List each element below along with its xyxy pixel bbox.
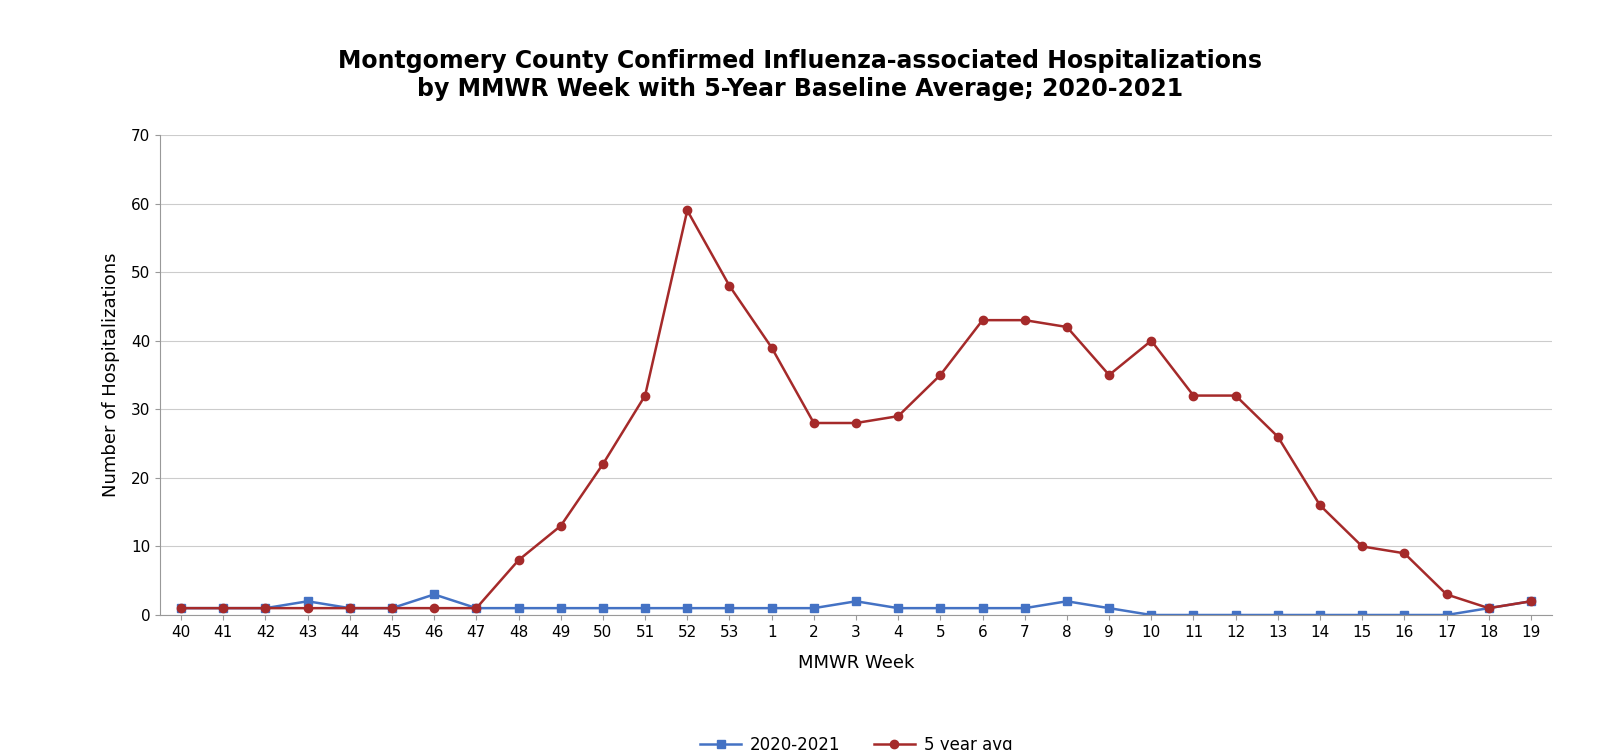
5 year avg	[1099, 370, 1118, 380]
2020-2021	[382, 604, 402, 613]
5 year avg	[594, 460, 613, 469]
2020-2021	[805, 604, 824, 613]
5 year avg	[1014, 316, 1034, 325]
2020-2021	[1142, 610, 1162, 620]
5 year avg	[846, 419, 866, 428]
5 year avg	[1522, 597, 1541, 606]
2020-2021	[1184, 610, 1203, 620]
5 year avg	[1142, 336, 1162, 345]
5 year avg	[171, 604, 190, 613]
X-axis label: MMWR Week: MMWR Week	[798, 653, 914, 671]
2020-2021	[1352, 610, 1371, 620]
5 year avg	[1478, 604, 1498, 613]
5 year avg	[635, 391, 654, 400]
2020-2021	[1522, 597, 1541, 606]
5 year avg	[1395, 549, 1414, 558]
5 year avg	[341, 604, 360, 613]
5 year avg	[678, 206, 698, 215]
Y-axis label: Number of Hospitalizations: Number of Hospitalizations	[102, 253, 120, 497]
2020-2021	[635, 604, 654, 613]
5 year avg	[1058, 322, 1077, 332]
2020-2021	[1395, 610, 1414, 620]
2020-2021	[1058, 597, 1077, 606]
5 year avg	[762, 343, 781, 352]
5 year avg	[256, 604, 275, 613]
2020-2021	[256, 604, 275, 613]
2020-2021	[973, 604, 992, 613]
2020-2021	[424, 590, 443, 599]
2020-2021	[1014, 604, 1034, 613]
2020-2021	[846, 597, 866, 606]
5 year avg	[1352, 542, 1371, 551]
2020-2021	[298, 597, 317, 606]
5 year avg	[509, 556, 528, 565]
2020-2021	[594, 604, 613, 613]
2020-2021	[1269, 610, 1288, 620]
Text: Montgomery County Confirmed Influenza-associated Hospitalizations
by MMWR Week w: Montgomery County Confirmed Influenza-as…	[338, 49, 1262, 101]
2020-2021	[1310, 610, 1330, 620]
2020-2021	[931, 604, 950, 613]
5 year avg	[382, 604, 402, 613]
2020-2021	[1478, 604, 1498, 613]
2020-2021	[467, 604, 486, 613]
2020-2021	[762, 604, 781, 613]
2020-2021	[509, 604, 528, 613]
2020-2021	[341, 604, 360, 613]
5 year avg	[214, 604, 234, 613]
5 year avg	[424, 604, 443, 613]
2020-2021	[888, 604, 907, 613]
5 year avg	[1269, 432, 1288, 441]
2020-2021	[1437, 610, 1456, 620]
5 year avg	[931, 370, 950, 380]
5 year avg	[550, 521, 570, 530]
2020-2021	[214, 604, 234, 613]
2020-2021	[678, 604, 698, 613]
Line: 5 year avg: 5 year avg	[178, 206, 1534, 612]
5 year avg	[1226, 391, 1245, 400]
5 year avg	[973, 316, 992, 325]
5 year avg	[720, 281, 739, 290]
5 year avg	[888, 412, 907, 421]
2020-2021	[1226, 610, 1245, 620]
5 year avg	[1310, 501, 1330, 510]
2020-2021	[720, 604, 739, 613]
5 year avg	[805, 419, 824, 428]
Line: 2020-2021: 2020-2021	[178, 590, 1534, 620]
Legend: 2020-2021, 5 year avg: 2020-2021, 5 year avg	[693, 729, 1019, 750]
2020-2021	[171, 604, 190, 613]
5 year avg	[467, 604, 486, 613]
2020-2021	[1099, 604, 1118, 613]
5 year avg	[1184, 391, 1203, 400]
5 year avg	[1437, 590, 1456, 599]
5 year avg	[298, 604, 317, 613]
2020-2021	[550, 604, 570, 613]
